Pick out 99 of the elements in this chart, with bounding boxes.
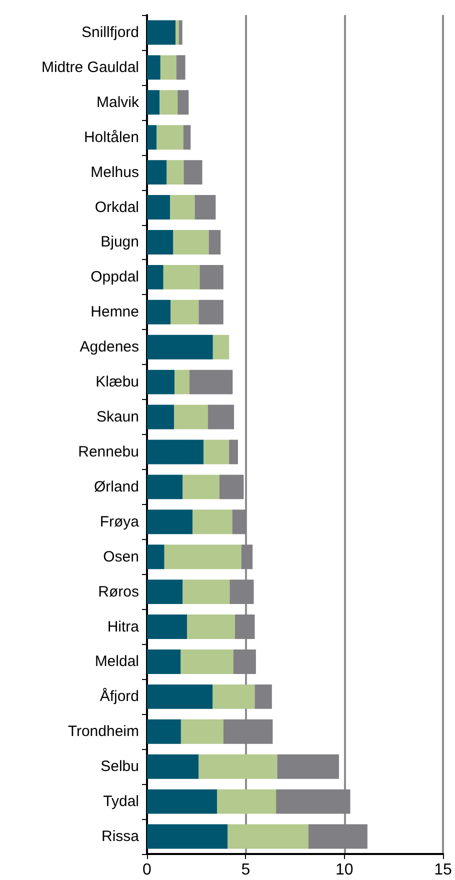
bar — [163, 264, 200, 290]
bar — [147, 789, 218, 814]
bar — [180, 719, 224, 744]
y-tick-label: Skaun — [96, 408, 139, 426]
y-tick-label: Rennebu — [78, 443, 139, 460]
y-tick-label: Rissa — [101, 828, 140, 846]
bar — [147, 474, 183, 500]
y-tick-label: Frøya — [100, 513, 140, 530]
bar — [189, 370, 233, 394]
bar — [147, 300, 171, 324]
bar — [160, 90, 178, 115]
bar — [147, 580, 183, 604]
bar — [147, 719, 181, 744]
bar — [229, 440, 238, 464]
bar — [235, 614, 255, 640]
x-tick-label: 5 — [241, 862, 250, 878]
bar — [147, 160, 167, 185]
y-tick-label: Osen — [103, 548, 139, 566]
bar — [147, 55, 160, 80]
bar — [174, 370, 190, 394]
bar — [147, 334, 213, 360]
bar — [208, 404, 234, 430]
y-tick-label: Melhus — [90, 164, 139, 181]
bar — [230, 580, 254, 604]
bar — [182, 474, 220, 500]
bar — [254, 684, 272, 709]
y-tick-label: Snillfjord — [81, 24, 139, 41]
bar — [182, 580, 230, 604]
y-tick-label: Hitra — [107, 618, 140, 636]
bar — [147, 544, 164, 570]
bar — [147, 649, 181, 674]
bar — [147, 125, 157, 150]
bar — [156, 125, 184, 150]
bar — [147, 195, 170, 220]
bar — [232, 510, 246, 534]
bar — [166, 160, 184, 185]
y-tick-label: Orkdal — [94, 198, 139, 216]
bar — [276, 789, 350, 814]
bar — [176, 20, 179, 45]
y-tick-label: Trondheim — [68, 723, 139, 740]
y-tick-label: Oppdal — [90, 268, 139, 286]
bar — [200, 264, 224, 290]
y-tick-label: Åfjord — [100, 687, 139, 706]
bar — [170, 300, 199, 324]
bar — [198, 754, 278, 779]
bar — [183, 125, 191, 150]
bar — [147, 440, 204, 464]
y-tick-label: Midtre Gauldal — [41, 58, 139, 76]
bar — [198, 300, 224, 324]
bar — [147, 90, 160, 115]
bar — [147, 20, 176, 45]
bar — [204, 440, 230, 464]
bar — [192, 510, 232, 534]
bar — [184, 160, 202, 185]
bar — [170, 195, 195, 220]
y-tick-label: Agdenes — [80, 338, 139, 356]
bar — [187, 614, 236, 640]
y-tick-label: Bjugn — [100, 234, 139, 251]
bar — [164, 544, 242, 570]
bar — [180, 649, 234, 674]
y-tick-label: Ørland — [94, 478, 139, 496]
bar — [178, 90, 189, 115]
bar — [228, 824, 308, 849]
bar — [223, 719, 273, 744]
y-tick-label: Holtålen — [84, 128, 139, 146]
bar — [217, 789, 276, 814]
bar — [241, 544, 253, 570]
y-tick-label: Selbu — [100, 758, 139, 776]
bar — [147, 370, 175, 394]
y-tick-label: Tydal — [103, 793, 139, 810]
bar — [160, 55, 176, 80]
bar — [147, 264, 164, 290]
bar — [308, 824, 368, 849]
bar — [147, 404, 174, 430]
bar — [176, 55, 186, 80]
bar — [147, 684, 213, 709]
bar — [147, 510, 193, 534]
bar — [147, 614, 188, 640]
bar — [208, 230, 221, 254]
y-tick-label: Hemne — [90, 304, 139, 321]
bar — [147, 824, 228, 849]
bar — [194, 195, 216, 220]
y-tick-label: Malvik — [96, 94, 140, 111]
bar — [178, 20, 182, 45]
y-tick-label: Røros — [98, 583, 139, 600]
bar — [233, 649, 256, 674]
bar — [147, 230, 174, 254]
y-tick-label: Klæbu — [96, 374, 139, 391]
bar — [212, 334, 230, 360]
bar — [219, 474, 244, 500]
bar — [174, 404, 208, 430]
bar — [173, 230, 209, 254]
x-tick-label: 15 — [434, 862, 452, 878]
bar — [147, 754, 199, 779]
bar — [277, 754, 340, 779]
y-tick-label: Meldal — [94, 653, 139, 670]
x-tick-label: 0 — [142, 862, 152, 878]
x-tick-label: 10 — [335, 862, 354, 878]
bar — [212, 684, 255, 709]
